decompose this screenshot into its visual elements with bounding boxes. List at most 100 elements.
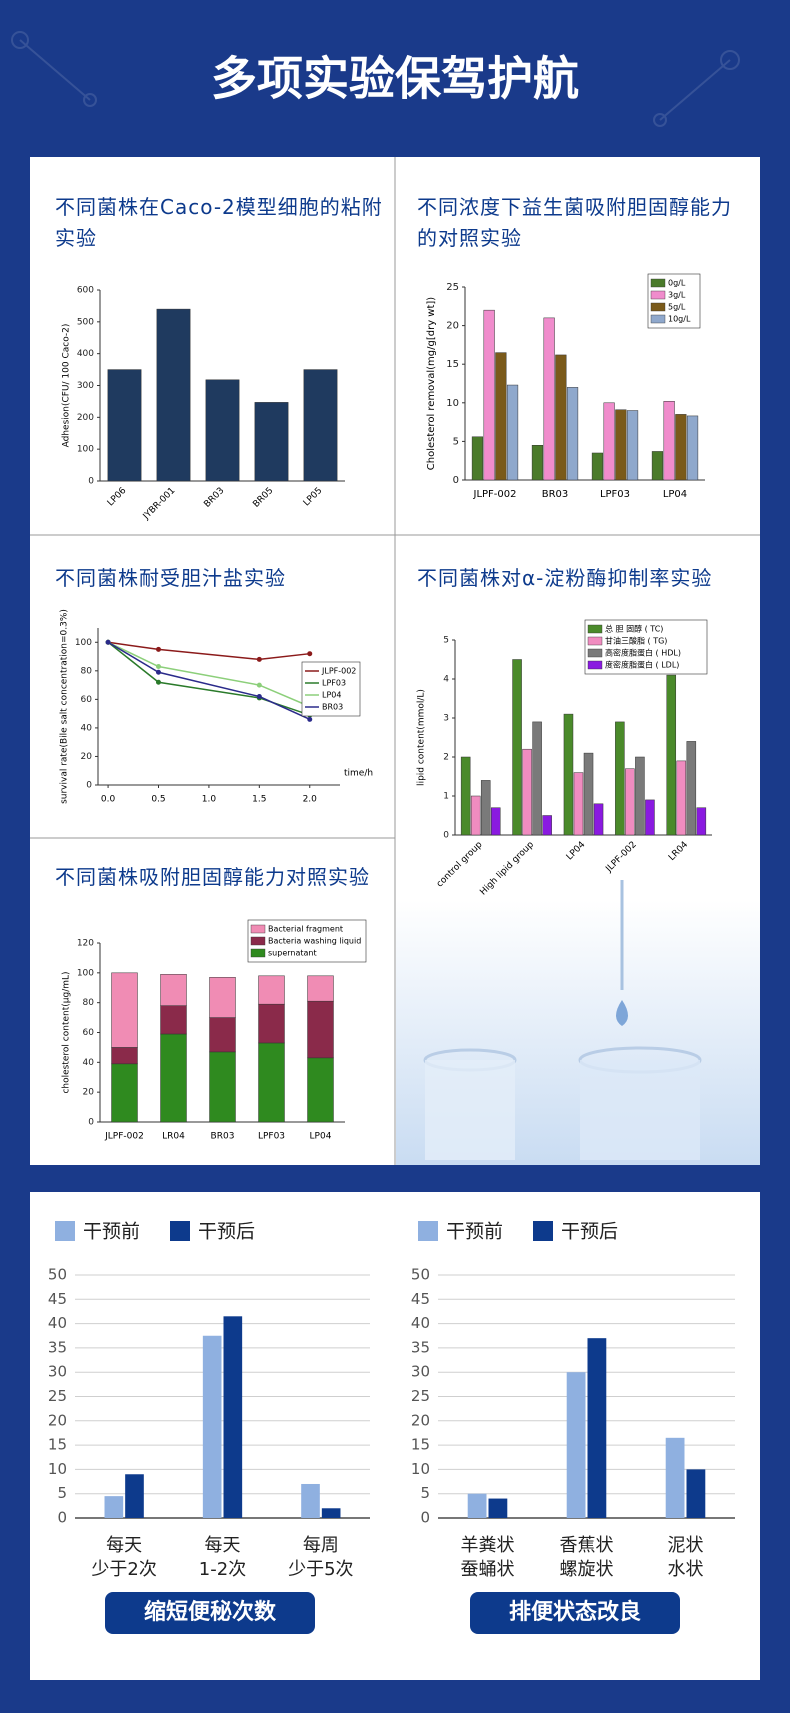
x-tick-label: 泥状 水状 (667, 1535, 704, 1580)
x-tick-label: LPF03 (600, 489, 630, 500)
x-tick-label: JLPF-002 (104, 1132, 144, 1142)
y-axis-label: Cholesterol removal(mg/g[dry wt]) (426, 297, 437, 471)
caption-pill (105, 1592, 315, 1634)
y-tick-label: 2 (443, 753, 449, 763)
x-tick-label: 0.0 (101, 795, 116, 805)
x-tick-label: 羊粪状 蚕蛹状 (460, 1535, 515, 1580)
line (107, 641, 310, 716)
page-title: 多项实验保驾护航 (211, 52, 579, 106)
y-tick-label: 40 (411, 1314, 430, 1332)
y-tick-label: 60 (81, 695, 93, 705)
y-tick-label: 0 (88, 1118, 94, 1128)
bar (625, 768, 635, 836)
y-tick-label: 500 (77, 317, 94, 327)
legend-label: 5g/L (668, 303, 686, 312)
marker (307, 651, 313, 657)
chart-title: 不同菌株耐受胆汁盐实验 (55, 566, 286, 590)
legend-swatch (650, 278, 666, 288)
y-tick-label: 25 (48, 1387, 67, 1405)
bar (202, 1335, 222, 1518)
y-tick-label: 40 (81, 723, 93, 733)
y-tick-label: 10 (446, 398, 459, 409)
legend-swatch (587, 636, 603, 646)
bar (593, 803, 604, 836)
x-tick-label: 香蕉状 螺旋状 (559, 1535, 614, 1580)
legend-label: LP04 (322, 691, 341, 700)
legend-label: supernatant (268, 949, 317, 958)
y-tick-label: 80 (81, 666, 93, 676)
y-tick-label: 25 (446, 282, 459, 293)
bar (156, 308, 191, 482)
legend-label: 度密度脂蛋白 ( LDL) (605, 660, 679, 670)
y-tick-label: 30 (411, 1363, 430, 1381)
bar (301, 1483, 320, 1518)
x-tick-label: 每天 1-2次 (198, 1535, 247, 1580)
bar (543, 317, 555, 481)
line (107, 641, 311, 708)
y-tick-label: 4 (443, 675, 449, 685)
marker (256, 682, 262, 688)
y-tick-label: 20 (446, 321, 459, 332)
x-tick-label: 0.5 (151, 795, 165, 805)
x-tick-label: BR03 (542, 489, 569, 500)
y-tick-label: 5 (57, 1484, 67, 1502)
caption-pill (470, 1592, 680, 1634)
legend-label: 3g/L (668, 291, 686, 300)
line (107, 641, 311, 721)
marker (156, 664, 161, 670)
bar (591, 452, 604, 481)
legend-label: 干预后 (561, 1221, 618, 1243)
legend-swatch (650, 302, 666, 312)
x-tick-label: 每天 少于2次 (91, 1535, 157, 1580)
legend-label: 干预前 (83, 1221, 140, 1243)
y-tick-label: 1 (443, 792, 449, 802)
bar (160, 974, 187, 1006)
y-axis-label: survival rate(Bile salt concentration=0.… (60, 609, 70, 804)
legend-box (247, 919, 367, 963)
y-tick-label: 40 (83, 1058, 95, 1068)
y-tick-label: 0 (420, 1509, 430, 1527)
bar (506, 384, 519, 481)
legend-label: LPF03 (322, 679, 346, 688)
y-tick-label: 100 (77, 445, 94, 455)
bar (563, 713, 574, 836)
bar (635, 756, 645, 836)
bar (125, 1474, 144, 1518)
chart-title: 不同菌株对α-淀粉酶抑制率实验 (417, 566, 713, 590)
background-pattern (11, 31, 740, 127)
y-tick-label: 0 (86, 781, 92, 791)
x-tick-label: 每周 少于5次 (288, 1535, 354, 1580)
marker (105, 639, 111, 645)
bar (495, 352, 507, 481)
y-tick-label: 100 (77, 968, 94, 978)
decor-image (396, 880, 760, 1165)
bar (303, 369, 338, 482)
bar (205, 379, 240, 482)
legend-label: Bacterial fragment (268, 925, 343, 934)
bar (696, 807, 707, 836)
y-tick-label: 10 (411, 1460, 430, 1478)
bar (160, 1005, 187, 1035)
bar (566, 387, 579, 481)
bar (531, 445, 544, 481)
bar (587, 1338, 607, 1518)
caption: 排便状态改良 (509, 1599, 641, 1625)
y-tick-label: 25 (411, 1387, 430, 1405)
x-tick-label: LP04 (310, 1132, 332, 1142)
bar (555, 354, 567, 481)
bar (583, 752, 594, 836)
bar (307, 1000, 334, 1059)
bar (254, 402, 289, 482)
chart-title: 不同菌株在Caco-2模型细胞的粘附实验 (55, 195, 383, 250)
y-tick-label: 0 (88, 477, 94, 487)
bar (258, 1042, 285, 1123)
caption: 缩短便秘次数 (144, 1599, 277, 1625)
y-tick-label: 5 (420, 1484, 430, 1502)
bar (573, 772, 584, 836)
bar (566, 1372, 586, 1518)
x-axis-label: time/h (344, 769, 373, 779)
bar (470, 795, 481, 836)
bar (651, 451, 664, 481)
